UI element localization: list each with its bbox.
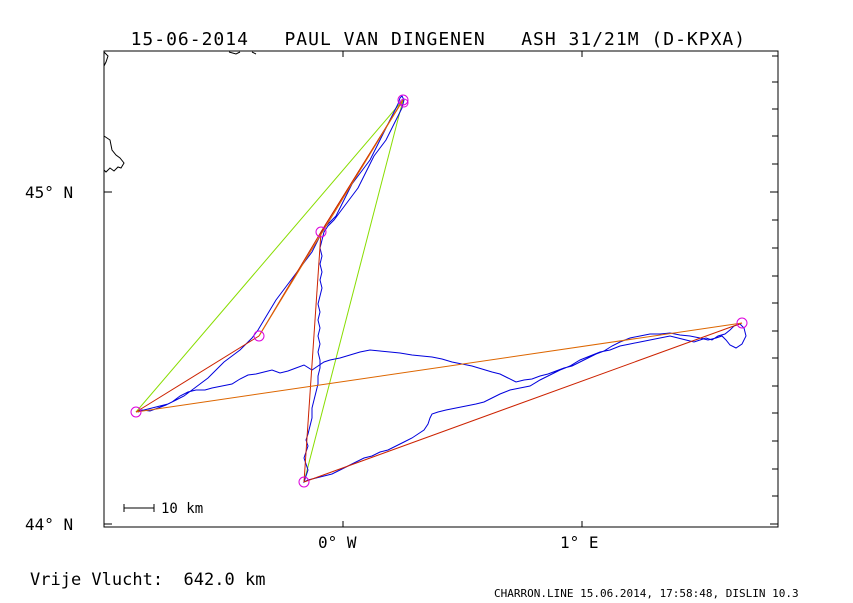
- tick-marks: [104, 51, 778, 527]
- turnpoint-marker: [399, 98, 409, 108]
- title-date: 15-06-2014: [130, 29, 249, 50]
- turnpoint-marker: [315, 226, 327, 238]
- turnpoint-marker: [130, 406, 142, 418]
- distance-label: Vrije Vlucht:: [30, 570, 164, 590]
- turnpoint-marker: [298, 476, 310, 488]
- flight-track: [135, 95, 747, 483]
- lat-label-44: 44° N: [25, 515, 73, 534]
- map-frame: [103, 50, 779, 528]
- scale-bar-label: 10 km: [161, 501, 203, 517]
- lon-label-1: 1° E: [560, 533, 599, 552]
- lat-label-45: 45° N: [25, 183, 73, 202]
- flight-legs: [135, 99, 743, 483]
- chart-title: 15-06-2014 PAUL VAN DINGENEN ASH 31/21M …: [0, 8, 853, 50]
- lon-label-0: 0° W: [318, 533, 357, 552]
- coastline: [103, 51, 125, 173]
- turnpoint-marker: [253, 330, 265, 342]
- distance-summary: Vrije Vlucht: 642.0 km: [30, 570, 265, 590]
- turnpoint-marker: [736, 317, 748, 329]
- triangle-lines: [135, 99, 404, 483]
- title-glider: ASH 31/21M (D-KPXA): [521, 29, 747, 50]
- turnpoint-marker: [397, 94, 409, 106]
- title-pilot: PAUL VAN DINGENEN: [284, 29, 486, 50]
- turnpoints: [130, 94, 748, 488]
- distance-value: 642.0 km: [183, 570, 266, 590]
- credit-line: CHARRON.LINE 15.06.2014, 17:58:48, DISLI…: [494, 587, 799, 600]
- coastline-top: [228, 51, 257, 55]
- scale-bar: 10 km: [123, 501, 203, 517]
- flight-legs-orange: [135, 99, 743, 413]
